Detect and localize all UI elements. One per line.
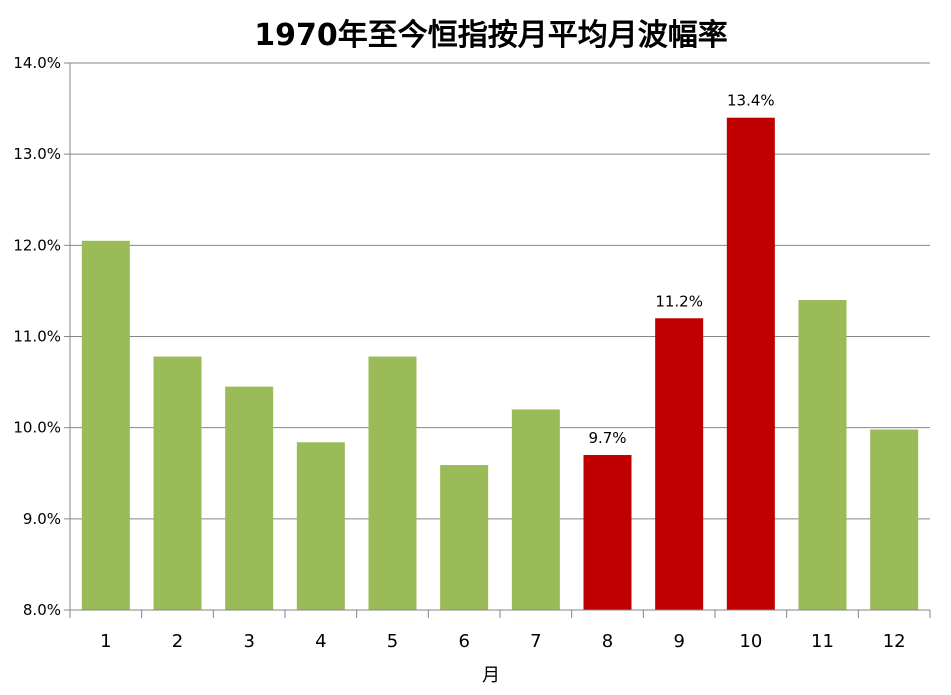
- bar-month-10: [726, 117, 775, 610]
- chart-title: 1970年至今恒指按月平均月波幅率: [254, 18, 728, 53]
- x-tick-label: 4: [315, 631, 326, 652]
- bars: [81, 117, 919, 610]
- y-tick-label: 12.0%: [13, 236, 61, 254]
- x-tick-label: 11: [811, 631, 834, 652]
- data-label-month-8: 9.7%: [588, 429, 626, 447]
- x-tick-label: 5: [387, 631, 398, 652]
- y-axis-ticks: 8.0% 9.0% 10.0% 11.0% 12.0% 13.0% 14.0%: [13, 54, 70, 619]
- x-tick-label: 8: [602, 631, 613, 652]
- x-tick-label: 7: [530, 631, 541, 652]
- bar-month-5: [368, 356, 417, 610]
- bar-month-2: [153, 356, 202, 610]
- bar-month-1: [81, 240, 130, 610]
- y-tick-label: 13.0%: [13, 145, 61, 163]
- x-tick-label: 9: [673, 631, 684, 652]
- x-tick-label: 6: [458, 631, 469, 652]
- y-tick-label: 9.0%: [23, 510, 61, 528]
- y-tick-label: 11.0%: [13, 328, 61, 346]
- bar-month-8: [583, 455, 632, 610]
- x-tick-label: 1: [100, 631, 111, 652]
- data-labels: 9.7% 11.2% 13.4%: [588, 92, 774, 447]
- x-axis-label: 月: [482, 665, 500, 686]
- y-tick-label: 10.0%: [13, 419, 61, 437]
- x-tick-label: 3: [243, 631, 254, 652]
- bar-month-4: [296, 442, 345, 610]
- y-tick-label: 14.0%: [13, 54, 61, 72]
- data-label-month-10: 13.4%: [727, 92, 775, 110]
- x-axis-ticks: 1 2 3 4 5 6 7 8 9 10 11 12: [69, 610, 931, 652]
- x-tick-label: 10: [739, 631, 762, 652]
- gridlines: [70, 62, 930, 520]
- data-label-month-9: 11.2%: [655, 292, 703, 310]
- bar-month-6: [440, 465, 489, 610]
- x-tick-label: 12: [883, 631, 906, 652]
- bar-month-3: [225, 386, 274, 610]
- x-tick-label: 2: [172, 631, 183, 652]
- y-tick-label: 8.0%: [23, 601, 61, 619]
- bar-month-7: [511, 409, 560, 610]
- bar-month-11: [798, 300, 847, 610]
- bar-month-9: [655, 318, 704, 610]
- bar-month-12: [870, 429, 919, 610]
